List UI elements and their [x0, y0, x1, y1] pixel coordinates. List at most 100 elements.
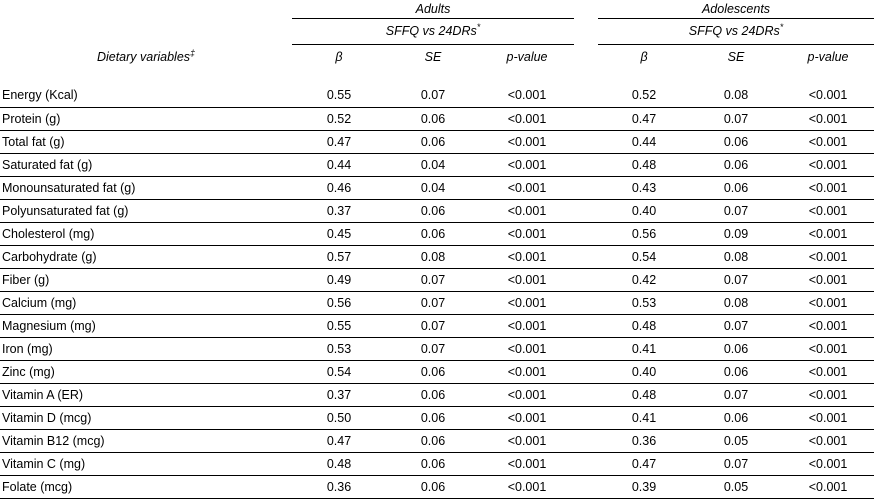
cell-adolescents-se: 0.07: [690, 314, 783, 338]
cell-gap: [574, 176, 599, 200]
group-gap: [574, 44, 598, 70]
column-header-adults-se: SE: [424, 50, 442, 65]
cell-gap: [574, 199, 599, 223]
corner-header: Dietary variables‡: [0, 44, 292, 70]
row-label: Saturated fat (g): [0, 153, 292, 177]
cell-adults-se: 0.06: [386, 429, 480, 453]
cell-gap: [574, 222, 599, 246]
table-row: Zinc (mg) 0.54 0.06 <0.001 0.40 0.06 <0.…: [0, 360, 874, 384]
row-label: Vitamin A (ER): [0, 383, 292, 407]
table-row: Vitamin C (mg) 0.48 0.06 <0.001 0.47 0.0…: [0, 452, 874, 476]
column-header-adults-beta: β: [335, 50, 343, 65]
cell-adults-beta: 0.54: [292, 360, 386, 384]
cell-gap: [574, 107, 599, 131]
cell-adolescents-se: 0.09: [690, 222, 783, 246]
cell-adults-beta: 0.45: [292, 222, 386, 246]
cell-adults-se: 0.06: [386, 222, 480, 246]
cell-adolescents-pvalue: <0.001: [782, 130, 874, 154]
cell-adolescents-se: 0.08: [690, 291, 783, 315]
cell-adolescents-pvalue: <0.001: [782, 383, 874, 407]
cell-adults-se: 0.07: [386, 84, 480, 108]
column-header-adolescents-beta: β: [640, 50, 648, 65]
cell-adolescents-se: 0.08: [690, 245, 783, 269]
cell-adolescents-pvalue: <0.001: [782, 84, 874, 108]
cell-adolescents-pvalue: <0.001: [782, 452, 874, 476]
cell-adults-beta: 0.46: [292, 176, 386, 200]
asterisk-footnote-marker: *: [779, 21, 784, 32]
cell-adults-pvalue: <0.001: [480, 429, 575, 453]
row-label: Calcium (mg): [0, 291, 292, 315]
cell-adolescents-beta: 0.44: [598, 130, 691, 154]
column-header-adolescents-pvalue: p-value: [807, 50, 849, 65]
cell-gap: [574, 452, 599, 476]
column-header-adolescents-se: SE: [727, 50, 745, 65]
cell-adolescents-beta: 0.56: [598, 222, 691, 246]
cell-adolescents-se: 0.07: [690, 452, 783, 476]
cell-adults-se: 0.06: [386, 383, 480, 407]
cell-adolescents-se: 0.07: [690, 199, 783, 223]
cell-gap: [574, 360, 599, 384]
table-row: Vitamin B12 (mcg) 0.47 0.06 <0.001 0.36 …: [0, 429, 874, 453]
cell-adolescents-pvalue: <0.001: [782, 360, 874, 384]
cell-adolescents-pvalue: <0.001: [782, 176, 874, 200]
cell-adults-beta: 0.44: [292, 153, 386, 177]
cell-adults-beta: 0.56: [292, 291, 386, 315]
group-label-adults: Adults: [415, 1, 451, 16]
cell-adolescents-se: 0.06: [690, 176, 783, 200]
cell-adolescents-beta: 0.47: [598, 452, 691, 476]
cell-adolescents-beta: 0.41: [598, 337, 691, 361]
row-label: Protein (g): [0, 107, 292, 131]
row-label: Polyunsaturated fat (g): [0, 199, 292, 223]
cell-adolescents-beta: 0.52: [598, 84, 691, 108]
cell-adults-pvalue: <0.001: [480, 452, 575, 476]
cell-adults-beta: 0.47: [292, 130, 386, 154]
cell-adolescents-beta: 0.42: [598, 268, 691, 292]
cell-gap: [574, 84, 599, 108]
cell-adults-pvalue: <0.001: [480, 337, 575, 361]
table-row: Vitamin D (mcg) 0.50 0.06 <0.001 0.41 0.…: [0, 406, 874, 430]
cell-gap: [574, 429, 599, 453]
cell-adults-pvalue: <0.001: [480, 475, 575, 499]
cell-adolescents-se: 0.07: [690, 268, 783, 292]
cell-adolescents-se: 0.06: [690, 153, 783, 177]
row-label: Vitamin D (mcg): [0, 406, 292, 430]
cell-adolescents-pvalue: <0.001: [782, 107, 874, 131]
cell-adolescents-pvalue: <0.001: [782, 475, 874, 499]
cell-adolescents-pvalue: <0.001: [782, 222, 874, 246]
cell-adults-pvalue: <0.001: [480, 84, 575, 108]
cell-gap: [574, 291, 599, 315]
table-row: Cholesterol (mg) 0.45 0.06 <0.001 0.56 0…: [0, 222, 874, 246]
cell-adolescents-se: 0.07: [690, 383, 783, 407]
row-label: Total fat (g): [0, 130, 292, 154]
cell-adults-beta: 0.55: [292, 84, 386, 108]
cell-adults-pvalue: <0.001: [480, 360, 575, 384]
cell-adults-se: 0.06: [386, 406, 480, 430]
cell-adults-pvalue: <0.001: [480, 222, 575, 246]
cell-adults-pvalue: <0.001: [480, 268, 575, 292]
group-header-adults: Adults: [292, 0, 575, 19]
cell-adolescents-pvalue: <0.001: [782, 291, 874, 315]
cell-adults-beta: 0.49: [292, 268, 386, 292]
cell-adolescents-se: 0.05: [690, 475, 783, 499]
table-row: Calcium (mg) 0.56 0.07 <0.001 0.53 0.08 …: [0, 291, 874, 315]
table-row: Energy (Kcal) 0.55 0.07 <0.001 0.52 0.08…: [0, 84, 874, 108]
corner-header-label: Dietary variables: [96, 50, 191, 64]
cell-adults-beta: 0.53: [292, 337, 386, 361]
cell-adults-se: 0.04: [386, 153, 480, 177]
cell-gap: [574, 245, 599, 269]
subheader-row: SFFQ vs 24DRs* SFFQ vs 24DRs*: [0, 18, 874, 45]
row-label: Vitamin C (mg): [0, 452, 292, 476]
group-gap: [574, 18, 598, 44]
table-row: Protein (g) 0.52 0.06 <0.001 0.47 0.07 <…: [0, 107, 874, 131]
cell-adults-se: 0.06: [386, 475, 480, 499]
group-gap: [574, 0, 598, 18]
cell-gap: [574, 153, 599, 177]
cell-adolescents-beta: 0.54: [598, 245, 691, 269]
cell-gap: [574, 130, 599, 154]
corner-empty: [0, 0, 292, 18]
row-label: Energy (Kcal): [0, 84, 292, 108]
cell-adults-beta: 0.36: [292, 475, 386, 499]
cell-adults-pvalue: <0.001: [480, 107, 575, 131]
cell-gap: [574, 337, 599, 361]
cell-adults-se: 0.06: [386, 199, 480, 223]
